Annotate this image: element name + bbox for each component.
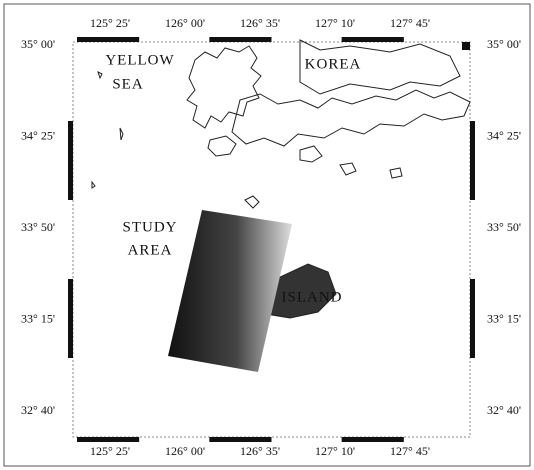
frame-bar [209, 437, 271, 442]
frame-bar [68, 121, 73, 200]
longitude-label: 127° 45' [390, 16, 430, 30]
longitude-label: 126° 00' [165, 16, 205, 30]
latitude-label: 33° 50' [21, 220, 55, 234]
place-label: KOREA [305, 56, 362, 72]
frame-bar [68, 279, 73, 358]
frame-bar [342, 37, 404, 42]
place-label: SEA [112, 76, 143, 92]
frame-bar [209, 37, 271, 42]
latitude-label: 35° 00' [21, 37, 55, 51]
longitude-label: 126° 00' [165, 444, 205, 458]
latitude-label: 33° 15' [487, 311, 521, 325]
latitude-label: 33° 15' [21, 311, 55, 325]
longitude-label: 127° 10' [315, 16, 355, 30]
frame-bar [470, 279, 475, 358]
latitude-label: 32° 40' [21, 403, 55, 417]
frame-bar [77, 437, 139, 442]
frame-bar [342, 437, 404, 442]
latitude-label: 32° 40' [487, 403, 521, 417]
latitude-label: 35° 00' [487, 37, 521, 51]
latitude-label: 34° 25' [487, 128, 521, 142]
map-figure: YELLOW SEA KOREA STUDY AREA ISLAND 125° … [0, 0, 534, 470]
frame-corner [462, 42, 470, 50]
frame-bar [77, 37, 139, 42]
longitude-label: 127° 10' [315, 444, 355, 458]
longitude-label: 126° 35' [240, 16, 280, 30]
latitude-label: 34° 25' [21, 128, 55, 142]
frame-bar [470, 121, 475, 200]
longitude-label: 126° 35' [240, 444, 280, 458]
place-label: STUDY [122, 219, 177, 235]
place-label: AREA [128, 242, 173, 258]
longitude-label: 125° 25' [90, 444, 130, 458]
place-label: ISLAND [282, 289, 343, 305]
longitude-label: 127° 45' [390, 444, 430, 458]
longitude-label: 125° 25' [90, 16, 130, 30]
place-label: YELLOW [105, 52, 174, 68]
latitude-label: 33° 50' [487, 220, 521, 234]
